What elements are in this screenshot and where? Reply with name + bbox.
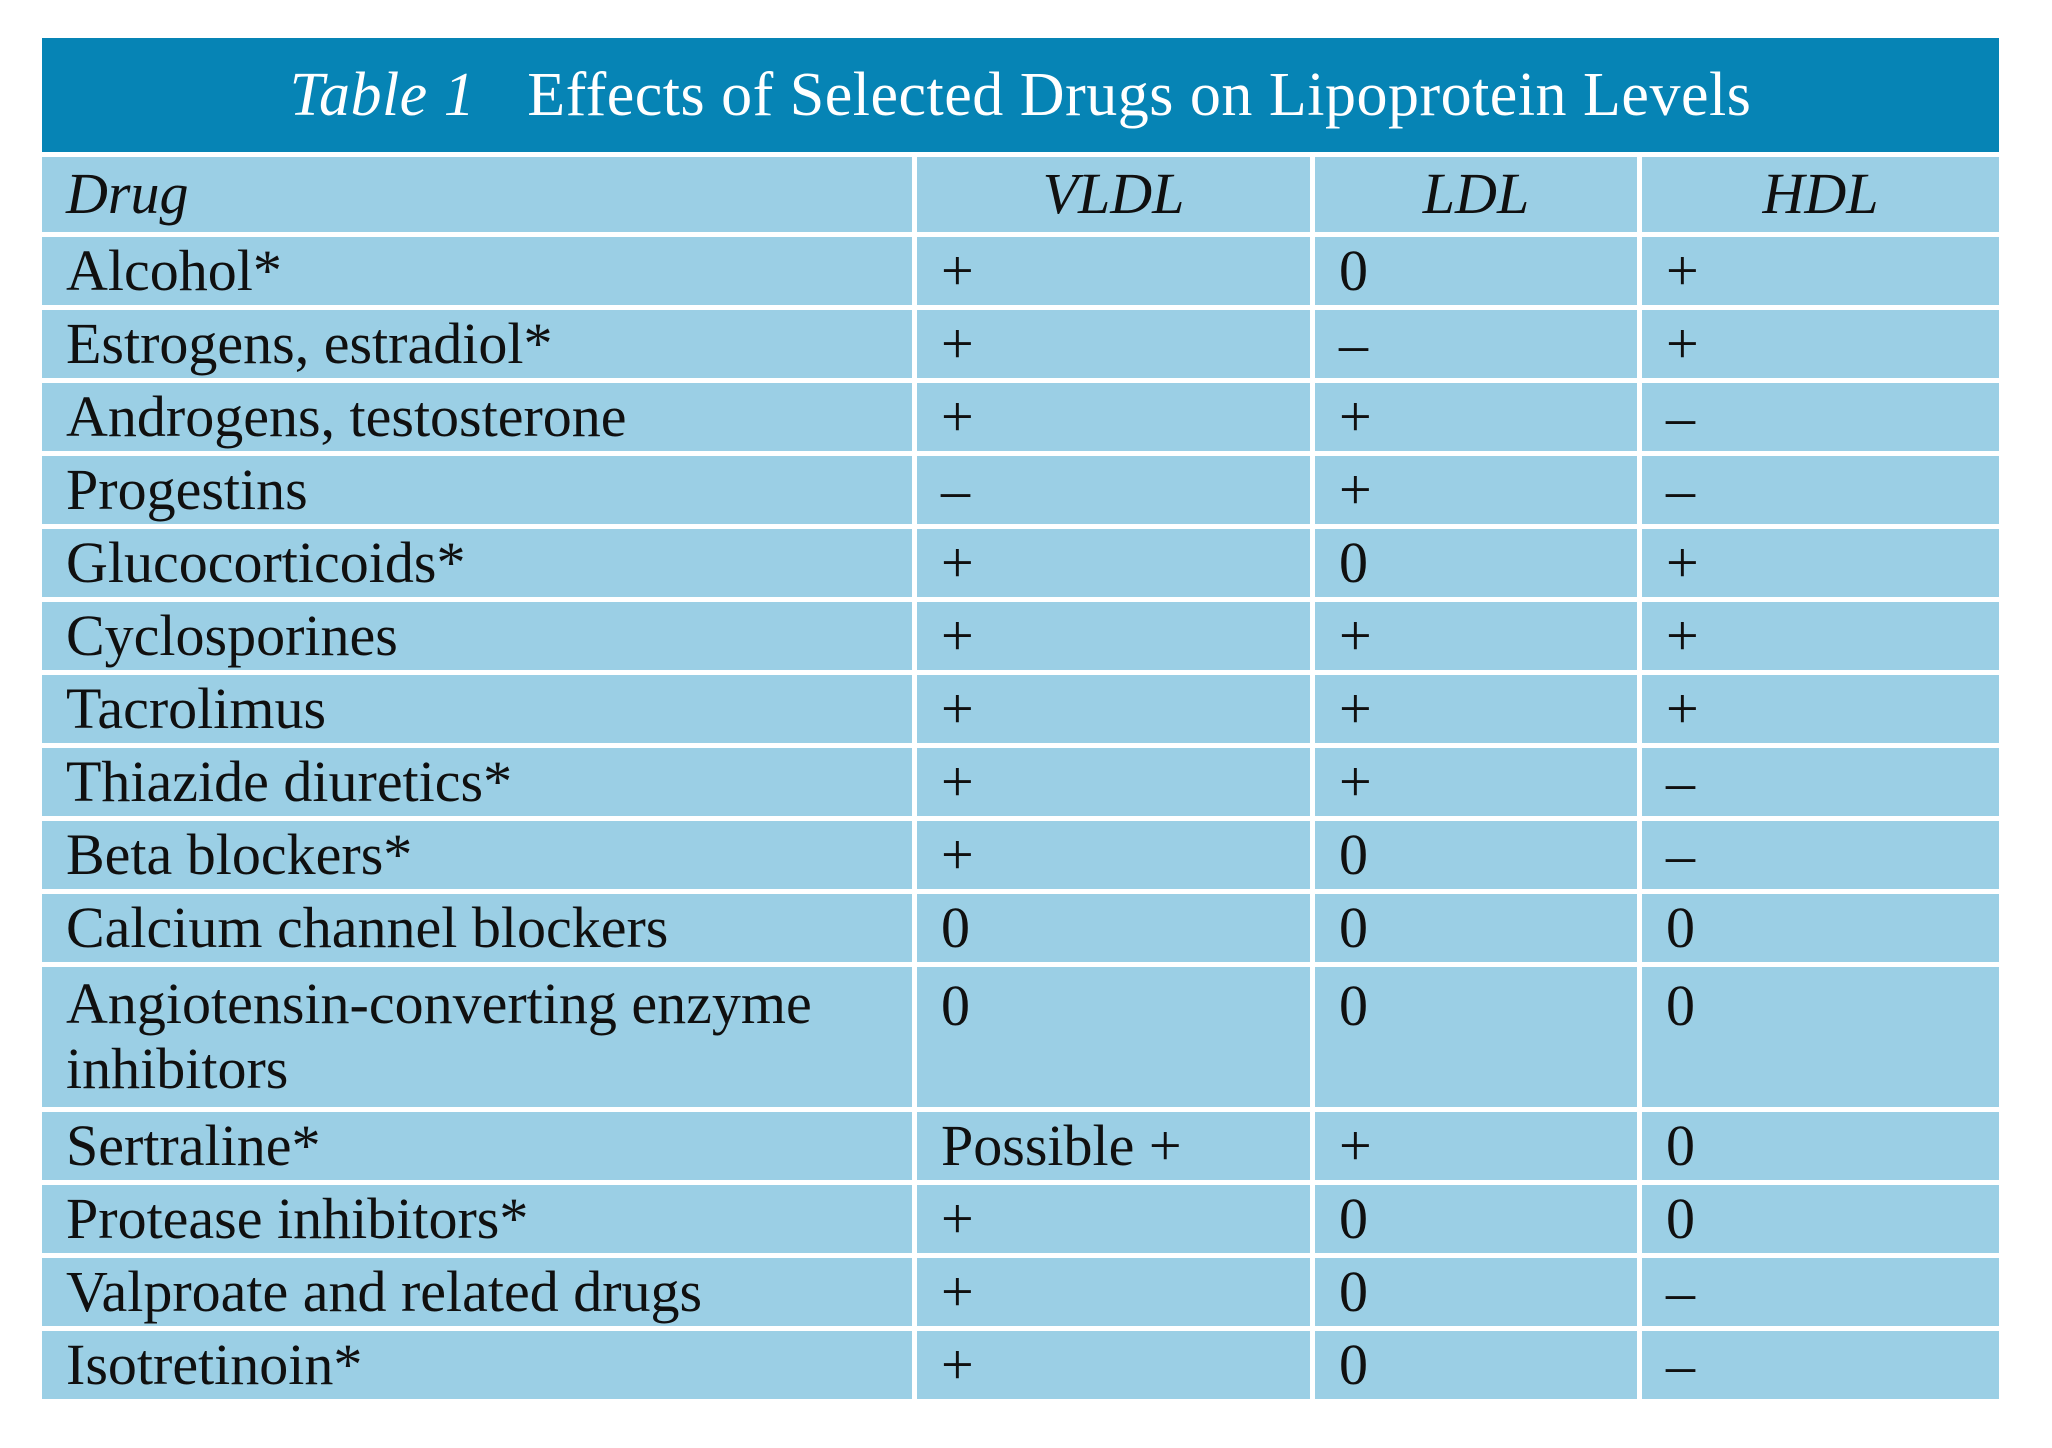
table-grid: Drug VLDL LDL HDL Alcohol* +0 + Estrogens, … [42,157,1999,1399]
column-header-hdl: HDL [1642,157,1999,232]
vldl-cell: + [917,1258,1310,1326]
drug-cell: Thiazide diuretics* [42,748,912,816]
hdl-cell: – [1642,748,1999,816]
column-header-ldl: LDL [1315,157,1637,232]
table-title-bar: Table 1 Effects of Selected Drugs on Lip… [42,38,1999,152]
ldl-cell: 0 [1315,529,1637,597]
vldl-cell: + [917,821,1310,889]
ldl-cell: 0 [1315,967,1637,1107]
hdl-cell: + [1642,675,1999,743]
vldl-cell: + [917,310,1310,378]
vldl-cell: + [917,1331,1310,1399]
hdl-cell: + [1642,237,1999,305]
drug-cell: Protease inhibitors* [42,1185,912,1253]
vldl-cell: Possible + [917,1112,1310,1180]
ldl-cell: + [1315,748,1637,816]
vldl-cell: + [917,675,1310,743]
ldl-cell: + [1315,456,1637,524]
drug-cell: Progestins [42,456,912,524]
hdl-cell: + [1642,310,1999,378]
hdl-cell: – [1642,1331,1999,1399]
ldl-cell: + [1315,1112,1637,1180]
ldl-cell: – [1315,310,1637,378]
vldl-cell: + [917,237,1310,305]
hdl-cell: 0 [1642,1185,1999,1253]
drug-cell: Tacrolimus [42,675,912,743]
ldl-cell: + [1315,602,1637,670]
vldl-cell: 0 [917,967,1310,1107]
lipoprotein-effects-table: Table 1 Effects of Selected Drugs on Lip… [42,38,1999,1399]
ldl-cell: 0 [1315,821,1637,889]
drug-cell: Angiotensin-converting enzyme inhibitors [42,967,912,1107]
vldl-cell: – [917,456,1310,524]
ldl-cell: 0 [1315,237,1637,305]
drug-cell: Alcohol* [42,237,912,305]
vldl-cell: 0 [917,894,1310,962]
ldl-cell: 0 [1315,1185,1637,1253]
vldl-cell: + [917,529,1310,597]
drug-cell: Estrogens, estradiol* [42,310,912,378]
drug-cell: Cyclosporines [42,602,912,670]
drug-cell: Beta blockers* [42,821,912,889]
drug-cell: Androgens, testosterone [42,383,912,451]
hdl-cell: 0 [1642,894,1999,962]
vldl-cell: + [917,602,1310,670]
drug-cell: Sertraline* [42,1112,912,1180]
ldl-cell: + [1315,675,1637,743]
drug-cell: Valproate and related drugs [42,1258,912,1326]
hdl-cell: – [1642,1258,1999,1326]
hdl-cell: – [1642,456,1999,524]
ldl-cell: 0 [1315,1258,1637,1326]
hdl-cell: – [1642,383,1999,451]
ldl-cell: 0 [1315,1331,1637,1399]
vldl-cell: + [917,748,1310,816]
ldl-cell: + [1315,383,1637,451]
hdl-cell: – [1642,821,1999,889]
table-title-text: Effects of Selected Drugs on Lipoprotein… [527,60,1752,129]
table-number-label: Table 1 [289,60,476,129]
column-header-vldl: VLDL [917,157,1310,232]
hdl-cell: + [1642,602,1999,670]
drug-cell: Glucocorticoids* [42,529,912,597]
vldl-cell: + [917,383,1310,451]
drug-cell: Calcium channel blockers [42,894,912,962]
hdl-cell: + [1642,529,1999,597]
hdl-cell: 0 [1642,967,1999,1107]
hdl-cell: 0 [1642,1112,1999,1180]
ldl-cell: 0 [1315,894,1637,962]
drug-cell: Isotretinoin* [42,1331,912,1399]
vldl-cell: + [917,1185,1310,1253]
column-header-drug: Drug [42,157,912,232]
